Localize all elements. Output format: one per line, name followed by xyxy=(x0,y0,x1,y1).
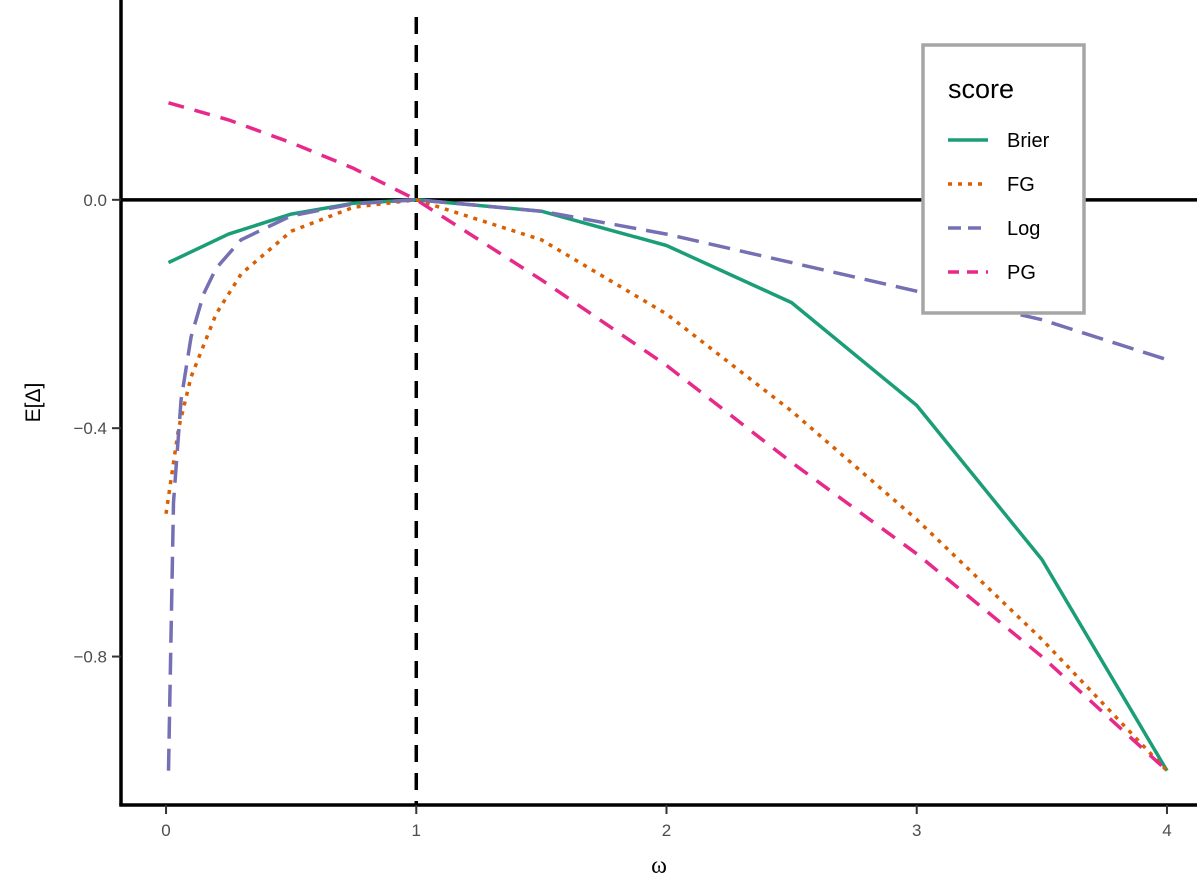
y-tick-label: −0.8 xyxy=(73,648,107,667)
y-axis-ticks: 0.0 −0.4 −0.8 xyxy=(73,191,121,667)
legend-label-brier: Brier xyxy=(1007,130,1050,152)
series-line-log xyxy=(166,198,1168,771)
x-tick-label: 1 xyxy=(412,821,421,840)
x-tick-label: 4 xyxy=(1162,821,1171,840)
series-layer xyxy=(164,101,1169,772)
legend-box xyxy=(921,43,1086,315)
y-tick-label: −0.4 xyxy=(73,419,107,438)
legend-label-log: Log xyxy=(1007,218,1040,240)
y-tick-label: 0.0 xyxy=(83,191,107,210)
y-axis-title: E[Δ] xyxy=(22,383,45,423)
legend-items: Brier FG Log PG xyxy=(948,130,1050,284)
x-tick-label: 2 xyxy=(662,821,671,840)
x-axis-title: ω xyxy=(651,853,667,879)
series-line-pg xyxy=(168,101,1169,772)
legend: score Brier FG Log PG xyxy=(921,43,1086,315)
legend-label-fg: FG xyxy=(1007,174,1035,196)
x-tick-label: 0 xyxy=(161,821,170,840)
legend-title: score xyxy=(948,74,1014,104)
series-line-fg xyxy=(164,198,1169,772)
legend-label-pg: PG xyxy=(1007,262,1036,284)
x-axis-ticks: 0 1 2 3 4 xyxy=(161,805,1172,840)
x-tick-label: 3 xyxy=(912,821,921,840)
axes xyxy=(119,0,1197,807)
